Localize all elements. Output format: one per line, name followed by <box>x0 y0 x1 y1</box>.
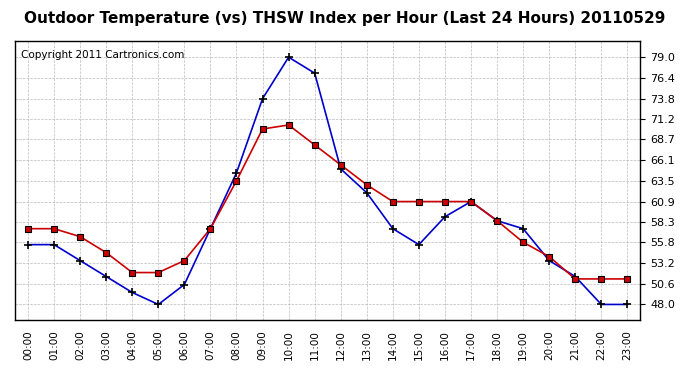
Text: Outdoor Temperature (vs) THSW Index per Hour (Last 24 Hours) 20110529: Outdoor Temperature (vs) THSW Index per … <box>24 11 666 26</box>
Text: Copyright 2011 Cartronics.com: Copyright 2011 Cartronics.com <box>21 50 185 60</box>
